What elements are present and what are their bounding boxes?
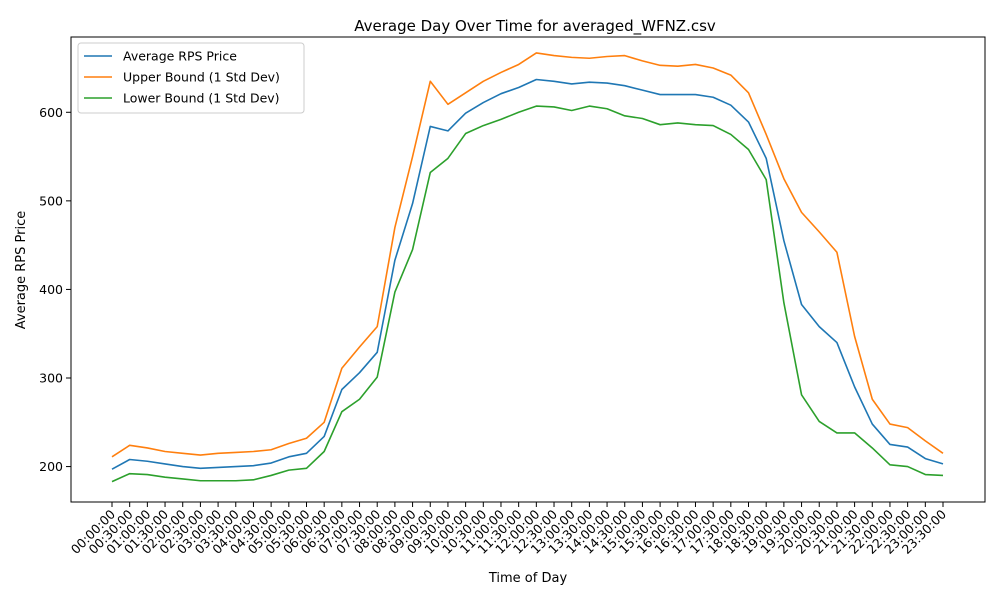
chart-title: Average Day Over Time for averaged_WFNZ.… [354,17,716,36]
plot-frame [70,36,986,503]
y-tick-label: 300 [39,371,63,386]
x-axis-label: Time of Day [488,571,568,586]
series-layer [111,52,944,483]
series-line-1 [111,78,944,470]
series-line-2 [111,52,944,458]
legend-box [77,42,305,114]
plot-area [70,36,986,503]
series-line-3 [111,105,944,483]
legend-label: Lower Bound (1 Std Dev) [123,91,280,106]
legend: Average RPS Price Upper Bound (1 Std Dev)… [77,42,305,114]
y-axis-label: Average RPS Price [14,211,29,330]
y-axis: 200 300 400 500 600 [39,105,71,474]
legend-label: Upper Bound (1 Std Dev) [123,70,280,85]
y-tick-label: 200 [39,459,63,474]
legend-label: Average RPS Price [123,49,237,64]
y-tick-label: 600 [39,105,63,120]
x-axis: 00:00:0000:30:0001:00:0001:30:0002:00:00… [68,502,949,557]
y-tick-label: 500 [39,193,63,208]
y-tick-label: 400 [39,282,63,297]
